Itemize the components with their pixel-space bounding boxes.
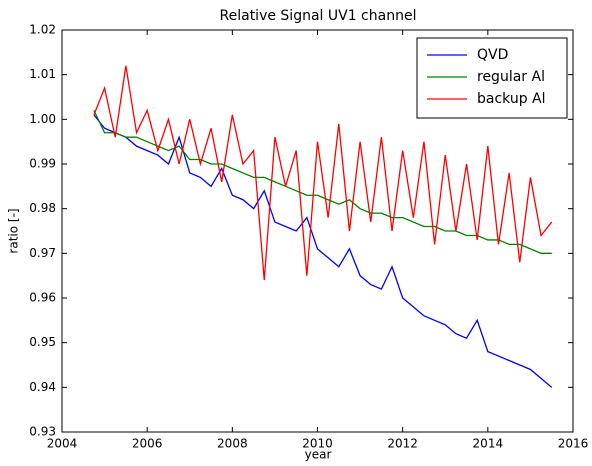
- y-tick-label: 1.01: [29, 67, 56, 81]
- legend-label: QVD: [477, 47, 508, 63]
- legend-label: backup Al: [477, 91, 546, 107]
- x-tick-label: 2008: [217, 437, 248, 451]
- series-line: [93, 65, 553, 281]
- chart-title: Relative Signal UV1 channel: [220, 8, 417, 24]
- y-tick-label: 1.00: [29, 112, 56, 126]
- x-tick-label: 2012: [387, 437, 418, 451]
- series-line: [93, 114, 553, 388]
- x-tick-label: 2014: [473, 437, 504, 451]
- x-tick-label: 2010: [302, 437, 333, 451]
- y-tick-label: 0.94: [29, 380, 56, 394]
- legend-label: regular Al: [477, 69, 545, 85]
- y-tick-label: 0.95: [29, 335, 56, 349]
- y-tick-label: 1.02: [29, 23, 56, 37]
- y-tick-label: 0.97: [29, 246, 56, 260]
- x-tick-label: 2004: [47, 437, 78, 451]
- y-tick-label: 0.96: [29, 291, 56, 305]
- x-tick-label: 2006: [132, 437, 163, 451]
- y-tick-label: 0.98: [29, 201, 56, 215]
- x-axis-label: year: [305, 448, 332, 462]
- y-tick-label: 0.99: [29, 157, 56, 171]
- series-line: [93, 110, 552, 254]
- legend-box: [416, 37, 568, 119]
- y-axis-label: ratio [-]: [7, 208, 21, 253]
- x-tick-label: 2016: [558, 437, 589, 451]
- y-tick-label: 0.93: [29, 425, 56, 439]
- plot-frame: [61, 29, 574, 433]
